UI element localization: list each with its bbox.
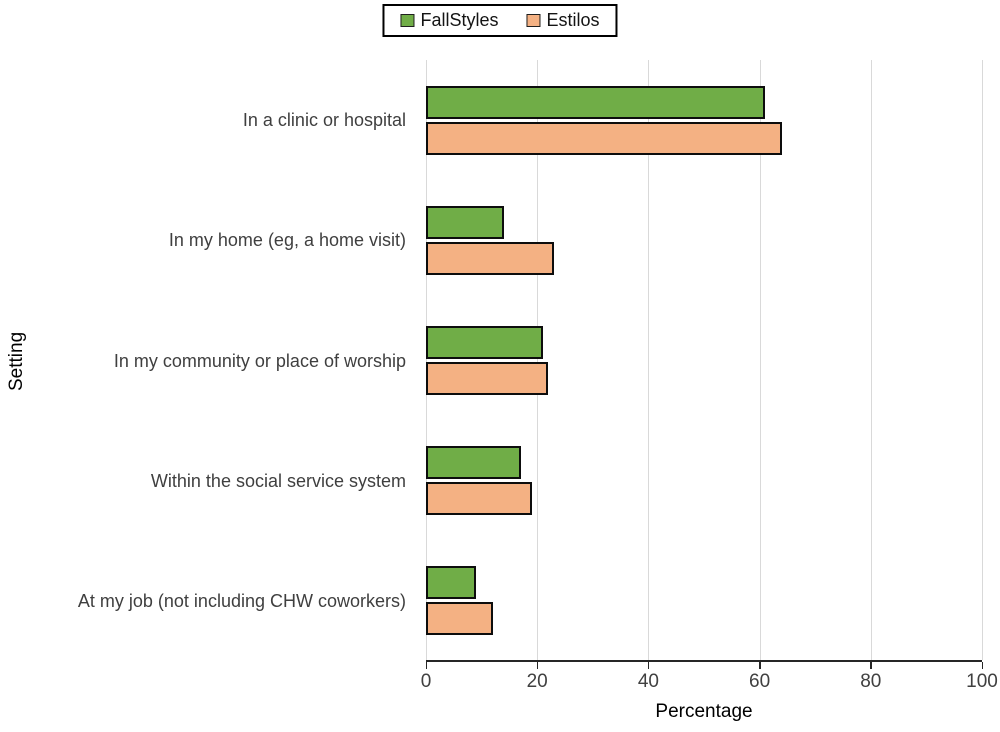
tick-label-0: 0 bbox=[420, 671, 432, 692]
bar-group-3 bbox=[426, 420, 982, 540]
tick-label-80: 80 bbox=[860, 671, 882, 692]
gridline-60 bbox=[759, 60, 761, 660]
plot-area bbox=[426, 60, 983, 662]
bar-fallstyles-1[interactable] bbox=[426, 205, 504, 239]
category-label-3: Within the social service system bbox=[150, 471, 406, 492]
bar-group-1 bbox=[426, 180, 982, 300]
bar-group-2 bbox=[426, 300, 982, 420]
tick-label-40: 40 bbox=[637, 671, 659, 692]
bar-estilos-4[interactable] bbox=[426, 601, 493, 635]
tick-label-20: 20 bbox=[526, 671, 548, 692]
tick-mark-80 bbox=[870, 662, 872, 669]
legend-item-fallstyles[interactable]: FallStyles bbox=[400, 10, 499, 31]
bar-group-4 bbox=[426, 540, 982, 660]
tick-mark-40 bbox=[647, 662, 650, 669]
x-axis-title: Percentage bbox=[655, 701, 753, 722]
bars-container bbox=[426, 60, 982, 660]
tick-mark-100 bbox=[981, 662, 983, 669]
tick-label-60: 60 bbox=[749, 671, 771, 692]
legend: FallStyles Estilos bbox=[382, 4, 618, 37]
category-label-1: In my home (eg, a home visit) bbox=[168, 230, 406, 251]
bar-fallstyles-4[interactable] bbox=[426, 565, 477, 599]
x-axis: 0 20 40 60 80 100 bbox=[421, 662, 998, 698]
legend-swatch-estilos bbox=[526, 14, 541, 27]
category-label-4: At my job (not including CHW coworkers) bbox=[77, 591, 406, 612]
bar-estilos-2[interactable] bbox=[426, 361, 549, 395]
bar-estilos-0[interactable] bbox=[426, 121, 782, 155]
bar-fallstyles-2[interactable] bbox=[426, 325, 543, 359]
bar-fallstyles-0[interactable] bbox=[426, 85, 766, 119]
gridline-0 bbox=[426, 60, 427, 660]
bar-fallstyles-3[interactable] bbox=[426, 445, 521, 479]
tick-mark-60 bbox=[759, 662, 761, 669]
bar-group-0 bbox=[426, 60, 982, 180]
category-label-0: In a clinic or hospital bbox=[242, 109, 406, 130]
legend-swatch-fallstyles bbox=[400, 14, 415, 27]
gridline-80 bbox=[870, 60, 872, 660]
category-label-2: In my community or place of worship bbox=[113, 350, 406, 371]
bar-estilos-1[interactable] bbox=[426, 241, 554, 275]
category-labels: In a clinic or hospital In my home (eg, a… bbox=[0, 60, 406, 662]
tick-mark-20 bbox=[536, 662, 539, 669]
legend-label-fallstyles: FallStyles bbox=[420, 10, 499, 30]
tick-label-100: 100 bbox=[966, 671, 998, 692]
legend-label-estilos: Estilos bbox=[546, 10, 600, 30]
gridline-40 bbox=[648, 60, 650, 660]
tick-mark-0 bbox=[425, 662, 427, 669]
gridline-100 bbox=[982, 60, 983, 660]
legend-item-estilos[interactable]: Estilos bbox=[526, 10, 600, 31]
bar-estilos-3[interactable] bbox=[426, 481, 532, 515]
gridline-20 bbox=[537, 60, 539, 660]
